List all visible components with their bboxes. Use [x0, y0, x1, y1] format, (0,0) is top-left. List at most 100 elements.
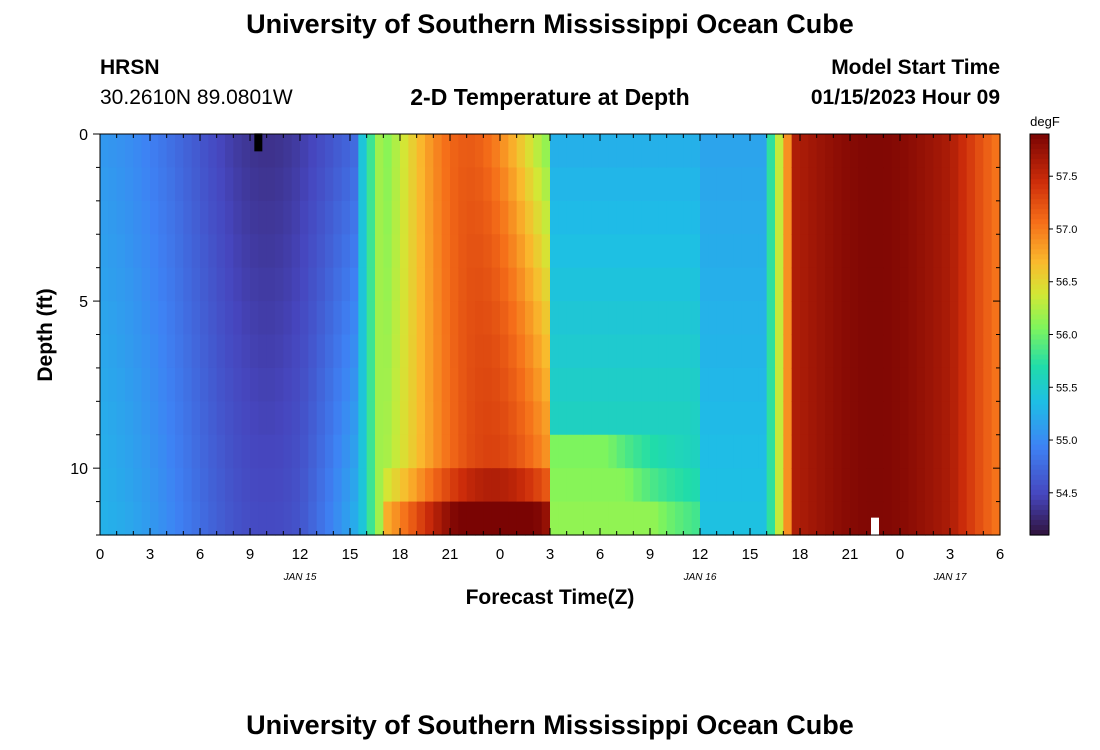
heatmap-cell — [991, 234, 1001, 269]
colorbar-segment — [1030, 489, 1049, 496]
colorbar-segment — [1030, 204, 1049, 210]
heatmap-cell — [725, 334, 734, 369]
heatmap-cell — [133, 401, 143, 436]
heatmap-cell — [758, 234, 768, 269]
heatmap-cell — [100, 501, 109, 536]
heatmap-cell — [633, 434, 643, 469]
heatmap-cell — [908, 367, 918, 402]
heatmap-cell — [508, 200, 518, 235]
heatmap-cell — [541, 401, 551, 436]
heatmap-cell — [108, 301, 118, 336]
heatmap-cell — [433, 501, 443, 536]
heatmap-cell — [100, 134, 109, 169]
heatmap-cell — [908, 267, 918, 302]
heatmap-cell — [275, 301, 284, 336]
heatmap-cell — [575, 401, 584, 436]
heatmap-cell — [116, 167, 126, 202]
heatmap-cell — [658, 367, 668, 402]
heatmap-cell — [516, 434, 526, 469]
heatmap-cell — [141, 367, 151, 402]
heatmap-cell — [475, 434, 484, 469]
heatmap-cell — [366, 401, 376, 436]
model-start-label: Model Start Time — [831, 56, 1000, 79]
heatmap-cell — [308, 200, 318, 235]
heatmap-cell — [466, 334, 476, 369]
heatmap-cell — [791, 234, 801, 269]
heatmap-cell — [850, 468, 859, 503]
heatmap-cell — [450, 401, 459, 436]
heatmap-cell — [108, 401, 118, 436]
x-tick-label: 6 — [996, 546, 1004, 563]
heatmap-cell — [675, 434, 684, 469]
heatmap-cell — [566, 267, 576, 302]
heatmap-cell — [500, 167, 509, 202]
heatmap-cell — [958, 501, 968, 536]
heatmap-cell — [650, 468, 659, 503]
heatmap-cell — [566, 301, 576, 336]
heatmap-cell — [508, 434, 518, 469]
heatmap-cell — [425, 434, 434, 469]
heatmap-cell — [408, 134, 418, 169]
heatmap-cell — [791, 301, 801, 336]
heatmap-cell — [875, 367, 884, 402]
heatmap-cell — [691, 501, 701, 536]
heatmap-cell — [200, 167, 209, 202]
heatmap-cell — [608, 367, 618, 402]
heatmap-cell — [450, 434, 459, 469]
x-tick-label: 3 — [146, 546, 154, 563]
heatmap-cell — [683, 234, 693, 269]
heatmap-cell — [341, 334, 351, 369]
heatmap-cell — [841, 134, 851, 169]
heatmap-cell — [825, 501, 834, 536]
heatmap-cell — [233, 301, 243, 336]
heatmap-cell — [458, 234, 468, 269]
heatmap-cell — [783, 234, 793, 269]
heatmap-cell — [325, 334, 334, 369]
heatmap-cell — [350, 401, 359, 436]
heatmap-cell — [166, 334, 176, 369]
heatmap-cell — [358, 234, 368, 269]
colorbar-segment — [1030, 499, 1049, 506]
heatmap-cell — [475, 134, 484, 169]
heatmap-cell — [475, 301, 484, 336]
heatmap-cell — [608, 167, 618, 202]
heatmap-cell — [958, 401, 968, 436]
colorbar-tick-label: 57.0 — [1056, 224, 1077, 236]
heatmap-cell — [400, 301, 409, 336]
heatmap-cell — [508, 301, 518, 336]
heatmap-cell — [275, 401, 284, 436]
heatmap-cell — [183, 200, 193, 235]
heatmap-cell — [925, 267, 934, 302]
heatmap-cell — [458, 267, 468, 302]
colorbar-segment — [1030, 139, 1049, 145]
heatmap-cell — [166, 434, 176, 469]
heatmap-cell — [233, 234, 243, 269]
heatmap-cell — [691, 401, 701, 436]
heatmap-cell — [641, 167, 651, 202]
heatmap-cell — [550, 401, 559, 436]
heatmap-cell — [283, 334, 293, 369]
heatmap-cell — [875, 468, 884, 503]
heatmap-cell — [758, 267, 768, 302]
heatmap-cell — [325, 468, 334, 503]
x-tick-label: 9 — [246, 546, 254, 563]
heatmap-cell — [591, 234, 601, 269]
heatmap-cell — [700, 167, 709, 202]
x-tick-label: 9 — [646, 546, 654, 563]
heatmap-cell — [708, 267, 718, 302]
heatmap-cell — [783, 200, 793, 235]
colorbar-segment — [1030, 484, 1049, 491]
heatmap-cell — [491, 468, 501, 503]
colorbar-segment — [1030, 449, 1049, 456]
heatmap-cell — [666, 267, 676, 302]
heatmap-cell — [800, 468, 809, 503]
heatmap-cell — [658, 167, 668, 202]
heatmap-cell — [533, 367, 543, 402]
heatmap-cell — [266, 367, 276, 402]
heatmap-cell — [816, 334, 826, 369]
heatmap-cell — [383, 234, 393, 269]
heatmap-cell — [241, 200, 251, 235]
x-tick-label: 15 — [742, 546, 759, 563]
heatmap-cell — [825, 468, 834, 503]
heatmap-cell — [450, 468, 459, 503]
